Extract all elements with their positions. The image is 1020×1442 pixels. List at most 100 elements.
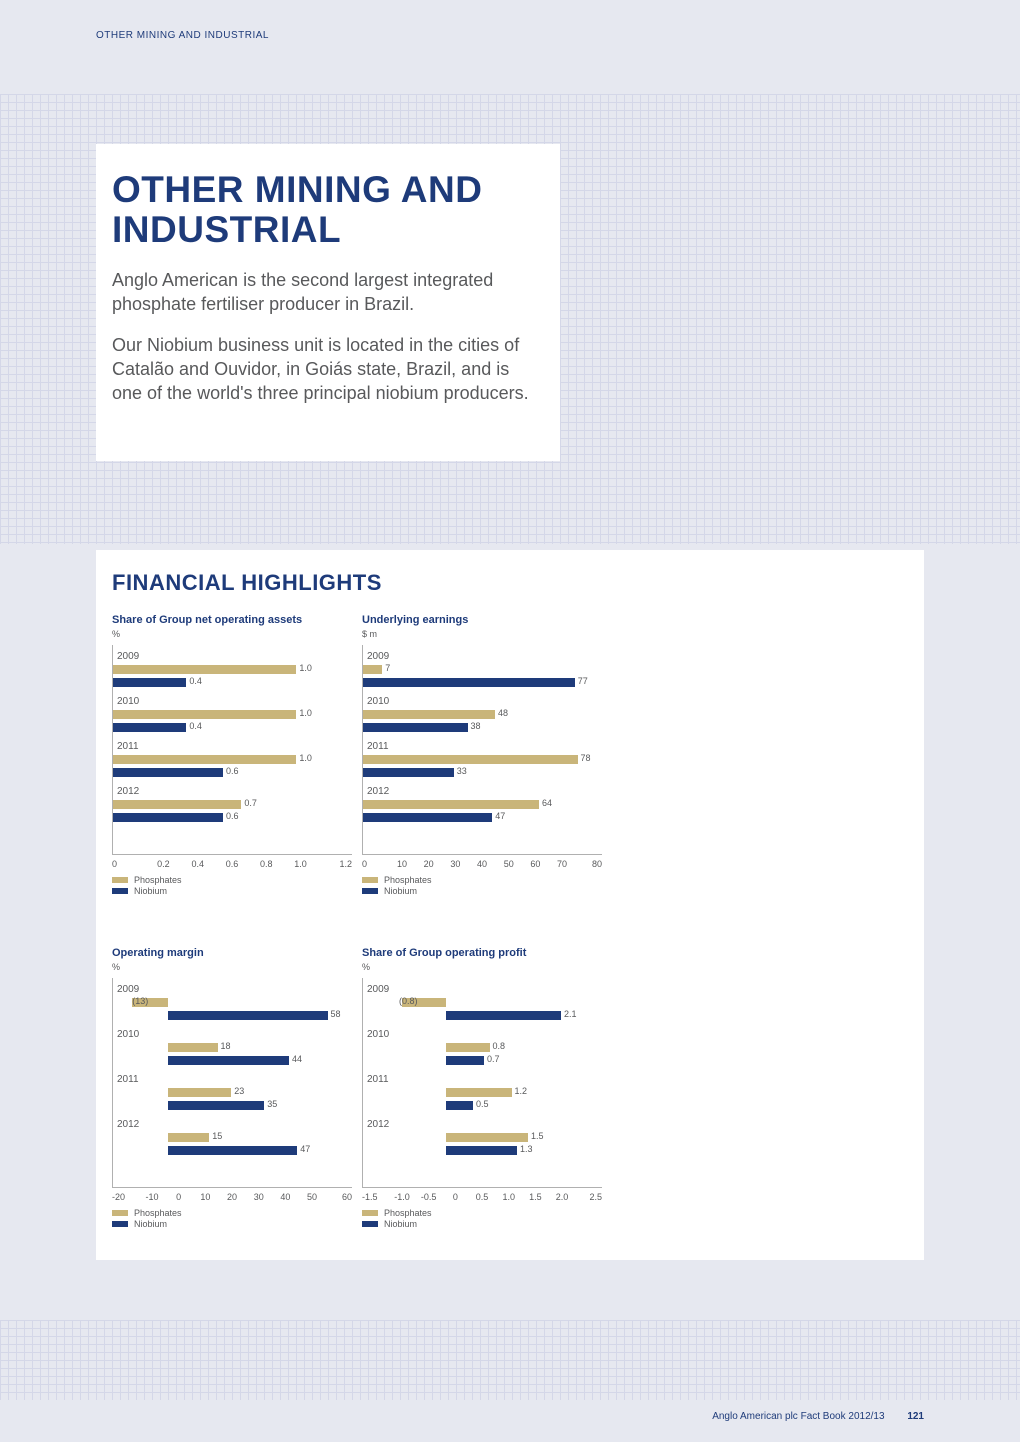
year-group: 20101844 [113,1023,352,1066]
bar-niobium [168,1146,297,1155]
legend-phosphates: Phosphates [362,875,602,885]
legend-niobium: Niobium [362,1219,602,1229]
bar-phosphates [363,755,578,764]
x-tick: 1.0 [495,1192,522,1202]
x-tick: 1.5 [522,1192,549,1202]
bar-row: 7 [363,664,602,675]
page-number: 121 [907,1411,924,1422]
bar-niobium [446,1146,518,1155]
bar-niobium [363,768,454,777]
bar-niobium [363,723,468,732]
bar-value: 2.1 [564,1009,577,1019]
bar-row: 47 [113,1145,352,1156]
bar-niobium [363,813,492,822]
chart-title: Share of Group operating profit [362,947,602,960]
x-tick: 20 [415,859,442,869]
year-label: 2011 [363,741,602,752]
bar-value: 47 [300,1144,310,1154]
bar-phosphates [113,710,296,719]
legend-label: Niobium [384,1219,417,1229]
year-group: 20091.00.4 [113,645,352,688]
bar-value: (0.8) [399,996,418,1006]
x-tick: -0.5 [415,1192,442,1202]
legend-label: Niobium [384,886,417,896]
year-group: 2009(0.8)2.1 [363,978,602,1021]
bar-value: 0.4 [189,676,202,686]
bar-value: 77 [578,676,588,686]
legend-niobium: Niobium [362,886,602,896]
highlights-heading: FINANCIAL HIGHLIGHTS [112,570,908,596]
x-tick: 40 [469,859,496,869]
year-group: 2009777 [363,645,602,688]
bar-row: 0.8 [363,1042,602,1053]
year-label: 2011 [113,1074,352,1085]
x-axis: -20-100102030405060 [112,1192,352,1202]
year-group: 20126447 [363,780,602,823]
bar-phosphates [113,665,296,674]
bar-row: 78 [363,754,602,765]
year-group: 20101.00.4 [113,690,352,733]
charts-grid: Share of Group net operating assets% 2009… [112,614,908,1230]
bar-row: 0.4 [113,677,352,688]
year-label: 2011 [363,1074,602,1085]
x-tick: 0.8 [249,859,283,869]
bar-value: 48 [498,708,508,718]
bar-row: 64 [363,799,602,810]
bar-value: 0.8 [493,1041,506,1051]
x-tick: 10 [389,859,416,869]
bar-value: (13) [132,996,148,1006]
legend-phosphates: Phosphates [112,1208,352,1218]
year-label: 2012 [113,1119,352,1130]
bar-value: 1.5 [531,1131,544,1141]
bar-row: (0.8) [363,997,602,1008]
bar-phosphates [168,1043,218,1052]
bar-row: 1.0 [113,664,352,675]
bar-phosphates [446,1133,529,1142]
chart-legend: PhosphatesNiobium [112,1208,352,1229]
bar-row: 0.7 [113,799,352,810]
chart-net_assets: Share of Group net operating assets%2009… [112,614,352,897]
x-axis: 00.20.40.60.81.01.2 [112,859,352,869]
bar-row: 0.4 [113,722,352,733]
page-title: OTHER MINING AND INDUSTRIAL [112,170,530,250]
bar-niobium [113,813,223,822]
chart-unit: $ m [362,629,602,639]
footer: Anglo American plc Fact Book 2012/13 121 [712,1411,924,1422]
x-tick: 50 [299,1192,326,1202]
year-group: 20120.70.6 [113,780,352,823]
chart-unit: % [362,962,602,972]
bar-phosphates [363,800,539,809]
bar-niobium [446,1011,562,1020]
x-tick: -1.0 [389,1192,416,1202]
chart-title: Share of Group net operating assets [112,614,352,627]
bar-value: 33 [457,766,467,776]
bar-phosphates [113,800,241,809]
year-group: 20112335 [113,1068,352,1111]
bar-row: 15 [113,1132,352,1143]
chart-body: 2009(13) 58 2010184420112335 2012 1547 [112,978,352,1188]
bar-value: 47 [495,811,505,821]
x-tick: 70 [549,859,576,869]
bar-row: 48 [363,709,602,720]
chart-op_profit: Share of Group operating profit%2009(0.8… [362,947,602,1230]
bar-row: 58 [113,1010,352,1021]
bar-value: 58 [331,1009,341,1019]
x-tick: -20 [112,1192,139,1202]
bar-value: 0.6 [226,766,239,776]
legend-label: Phosphates [134,875,182,885]
year-group: 20121.51.3 [363,1113,602,1156]
bar-phosphates [363,710,495,719]
chart-body: 200977720104838 2011 7833 20126447 [362,645,602,855]
year-label: 2012 [363,1119,602,1130]
legend-label: Niobium [134,1219,167,1229]
bar-niobium [113,723,186,732]
year-label: 2010 [363,696,602,707]
year-label: 2009 [113,984,352,995]
x-tick: 0.2 [146,859,180,869]
year-label: 2010 [113,1029,352,1040]
bar-niobium [168,1056,289,1065]
bar-row: 2.1 [363,1010,602,1021]
year-group: 20100.80.7 [363,1023,602,1066]
legend-niobium: Niobium [112,1219,352,1229]
year-group: 20104838 [363,690,602,733]
